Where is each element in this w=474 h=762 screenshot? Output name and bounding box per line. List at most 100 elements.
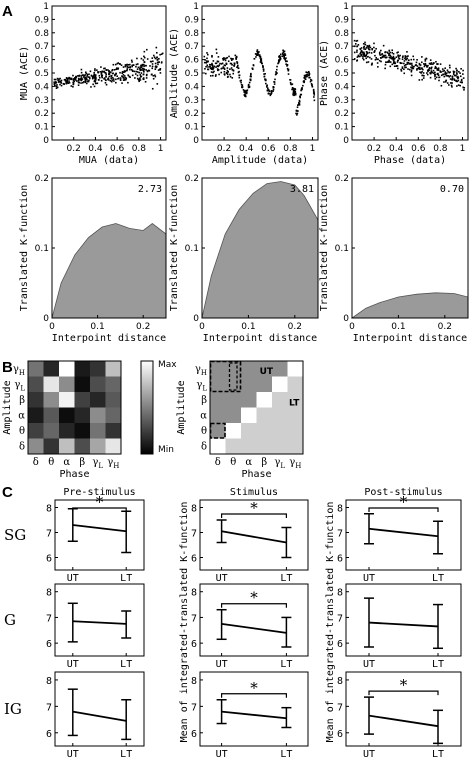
data-point <box>122 74 125 76</box>
data-point <box>142 69 145 72</box>
data-point <box>121 82 123 84</box>
data-point <box>438 76 441 79</box>
data-point <box>432 72 435 74</box>
scatter-plot-1: 0 0.1 0.2 0.3 0.4 0.5 0.6 0.7 0.8 0.9 1 0.2 0.4 0.6 0.… <box>19 2 167 166</box>
shared-y-axis-label: Mean of integrated-translated K-function <box>179 502 190 743</box>
data-point <box>443 69 446 72</box>
data-point <box>260 59 263 62</box>
data-point <box>266 89 269 92</box>
data-point <box>412 67 415 70</box>
data-point <box>432 62 435 64</box>
data-point <box>126 63 128 66</box>
data-point <box>94 76 97 79</box>
data-point <box>283 55 285 57</box>
data-point <box>360 47 363 49</box>
y-tick-label: 8 <box>191 676 197 687</box>
data-point <box>220 71 223 74</box>
significance-star: * <box>400 493 408 511</box>
matrix-col-label: θ <box>48 457 54 468</box>
y-tick-label: 0.8 <box>185 29 200 39</box>
data-point <box>226 67 229 69</box>
data-point <box>85 82 88 85</box>
data-point <box>213 65 216 68</box>
data-point <box>430 70 433 72</box>
data-point <box>103 67 105 70</box>
data-point <box>226 56 229 59</box>
data-point <box>305 71 308 73</box>
data-point <box>422 77 425 79</box>
data-point <box>404 55 407 57</box>
data-point <box>111 68 114 71</box>
data-point <box>388 52 391 55</box>
x-tick-label: 0.2 <box>67 144 81 154</box>
data-point <box>154 74 156 77</box>
data-point <box>381 53 384 55</box>
data-point <box>152 77 155 80</box>
data-point <box>404 64 407 66</box>
data-point <box>98 74 101 77</box>
mean-line <box>368 527 439 538</box>
data-point <box>312 92 315 94</box>
y-tick-label: 0.7 <box>335 42 349 52</box>
data-point <box>406 55 408 58</box>
data-point <box>119 71 121 74</box>
data-point <box>117 68 119 70</box>
data-point <box>124 70 126 73</box>
data-point <box>457 75 459 78</box>
data-point <box>452 70 455 73</box>
y-tick-label: 0.9 <box>185 15 200 25</box>
y-tick-label: 0.2 <box>335 174 349 184</box>
data-point <box>424 64 427 66</box>
matrix-x-label: Phase <box>59 469 89 480</box>
data-point <box>259 61 262 63</box>
x-tick-label: 0.1 <box>391 322 405 332</box>
data-point <box>427 64 429 67</box>
scatter-plot-2: 0 0.1 0.2 0.3 0.4 0.5 0.6 0.7 0.8 0.9 1 0.2 0.4 0.6 0.… <box>169 2 319 166</box>
data-point <box>399 54 401 57</box>
data-point <box>154 75 157 78</box>
comparison-plot: 6 7 8 UT LT * <box>46 493 145 584</box>
matrix-cell <box>105 376 121 392</box>
data-point <box>143 55 145 58</box>
data-point <box>203 61 206 64</box>
x-tick-label: UT <box>216 573 228 584</box>
data-point <box>313 91 315 93</box>
data-point <box>404 56 407 58</box>
data-point <box>294 92 297 95</box>
row-label: G <box>4 611 16 629</box>
matrix-cell <box>59 438 75 454</box>
data-point <box>244 95 247 98</box>
data-point <box>207 66 209 68</box>
data-point <box>410 69 413 72</box>
data-point <box>370 52 373 54</box>
data-point <box>397 54 399 57</box>
data-point <box>308 76 310 79</box>
data-point <box>161 52 164 55</box>
data-point <box>74 79 77 81</box>
data-point <box>310 83 313 85</box>
data-point <box>363 45 366 48</box>
data-point <box>218 73 220 76</box>
data-point <box>362 53 364 55</box>
data-point <box>267 92 270 95</box>
data-point <box>95 77 97 79</box>
y-tick-label: 8 <box>337 504 343 515</box>
data-point <box>429 76 432 79</box>
scheme-frame <box>209 360 304 455</box>
significance-bracket <box>221 513 287 518</box>
data-point <box>110 77 113 80</box>
data-point <box>404 66 406 69</box>
data-point <box>233 64 235 67</box>
data-point <box>73 78 76 81</box>
data-point <box>299 96 301 99</box>
data-point <box>78 79 80 82</box>
data-point <box>376 58 378 61</box>
data-point <box>119 77 122 79</box>
panel-label-a: A <box>2 3 13 20</box>
data-point <box>410 63 412 65</box>
data-point <box>354 43 357 45</box>
data-point <box>96 82 99 85</box>
data-point <box>257 54 260 56</box>
data-point <box>98 76 101 79</box>
data-point <box>362 43 365 45</box>
